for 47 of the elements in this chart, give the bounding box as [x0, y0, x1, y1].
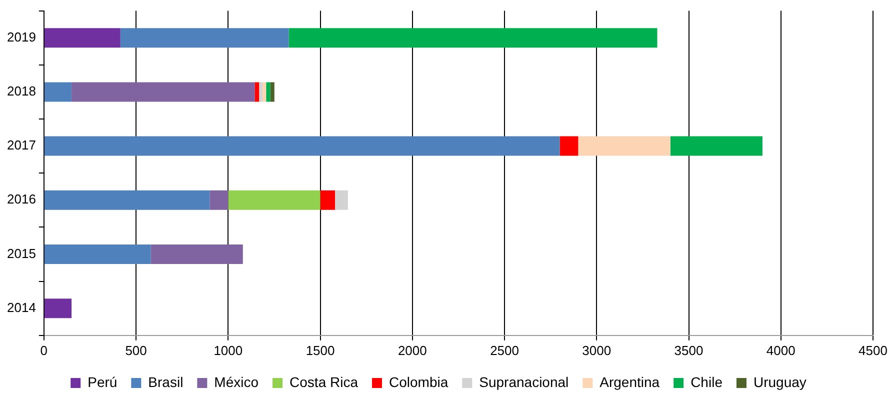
y-tick-label: 2017 — [7, 138, 36, 153]
bar — [44, 28, 120, 48]
bar — [578, 136, 670, 156]
legend-label: Brasil — [148, 374, 184, 390]
bar — [44, 190, 210, 210]
bar — [150, 244, 243, 264]
x-tick-label: 4000 — [766, 342, 796, 358]
bar — [335, 190, 348, 210]
bar — [670, 136, 762, 156]
bar — [44, 136, 560, 156]
x-tick-label: 4500 — [858, 342, 888, 358]
bar — [120, 28, 289, 48]
bar — [288, 28, 658, 48]
x-tick-label: 1500 — [306, 342, 335, 358]
bar — [266, 82, 270, 102]
legend-label: Costa Rica — [290, 374, 358, 390]
x-tick-label: 3000 — [582, 342, 612, 358]
bar — [320, 190, 336, 210]
x-tick-label: 2500 — [490, 342, 519, 358]
legend-label: Perú — [88, 374, 118, 390]
bar — [44, 244, 151, 264]
x-tick-label: 0 — [40, 342, 48, 358]
bar — [44, 298, 72, 318]
bar — [270, 82, 274, 102]
bar — [560, 136, 578, 156]
y-tick-label: 2019 — [7, 29, 36, 44]
legend-label: Colombia — [388, 374, 448, 390]
bar — [228, 190, 320, 210]
legend-label: Chile — [690, 374, 723, 390]
y-tick-label: 2014 — [7, 300, 36, 315]
legend-label: Argentina — [600, 374, 660, 390]
legend-label: Uruguay — [753, 374, 806, 390]
y-tick-label: 2016 — [7, 192, 36, 207]
x-tick-label: 1000 — [214, 342, 243, 358]
bar — [254, 82, 260, 102]
legend-label: México — [214, 374, 259, 390]
bar — [259, 82, 262, 102]
bar — [210, 190, 228, 210]
y-tick-label: 2015 — [7, 246, 36, 261]
x-tick-label: 500 — [125, 342, 147, 358]
bar — [72, 82, 255, 102]
y-tick-label: 2018 — [7, 84, 36, 99]
legend-label: Supranacional — [479, 374, 569, 390]
bar — [44, 82, 72, 102]
bar — [262, 82, 266, 102]
x-tick-label: 3500 — [674, 342, 704, 358]
x-tick-label: 2000 — [398, 342, 427, 358]
